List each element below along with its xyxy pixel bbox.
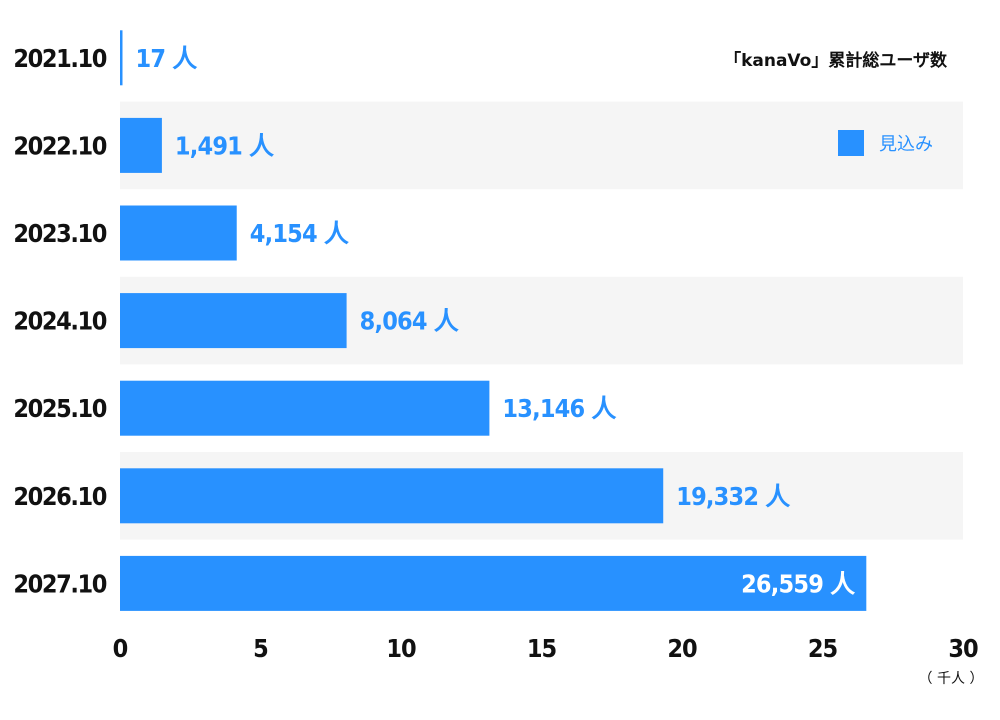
bar xyxy=(120,30,123,86)
bar xyxy=(120,205,237,261)
category-label: 2022.10 xyxy=(13,131,106,160)
x-tick-label: 25 xyxy=(808,634,838,663)
data-label: 13,146 人 xyxy=(502,394,616,423)
row-band xyxy=(120,101,963,190)
bar xyxy=(120,117,162,173)
data-labels: 17 人 1,491 人 4,154 人 8,064 人 13,146 人 19,332 … xyxy=(136,44,856,599)
category-label: 2026.10 xyxy=(13,482,106,511)
x-axis-ticks: 0 5 10 15 20 25 30 xyxy=(113,634,979,663)
bar xyxy=(120,468,664,524)
category-label: 2024.10 xyxy=(13,307,106,336)
data-label: 17 人 xyxy=(136,44,198,73)
bar xyxy=(120,293,347,349)
category-label: 2027.10 xyxy=(13,569,106,598)
x-tick-label: 10 xyxy=(386,634,416,663)
x-tick-label: 30 xyxy=(948,634,978,663)
category-labels: 2021.10 2022.10 2023.10 2024.10 2025.10 2026.… xyxy=(13,44,108,599)
x-axis-unit: （ 千人 ） xyxy=(919,671,984,687)
legend: 見込み xyxy=(838,130,933,156)
legend-swatch xyxy=(838,130,864,156)
bars xyxy=(120,30,867,611)
row-bands xyxy=(120,101,963,540)
legend-label: 見込み xyxy=(879,134,933,155)
x-tick-label: 20 xyxy=(667,634,697,663)
category-label: 2023.10 xyxy=(13,219,106,248)
data-label: 8,064 人 xyxy=(360,307,459,336)
bar xyxy=(120,380,490,436)
data-label: 19,332 人 xyxy=(676,482,790,511)
data-label: 26,559 人 xyxy=(741,569,855,598)
category-label: 2021.10 xyxy=(13,44,106,73)
x-tick-label: 15 xyxy=(527,634,557,663)
data-label: 4,154 人 xyxy=(250,219,349,248)
x-tick-label: 0 xyxy=(113,634,128,663)
data-label: 1,491 人 xyxy=(175,131,274,160)
x-tick-label: 5 xyxy=(253,634,268,663)
category-label: 2025.10 xyxy=(13,394,106,423)
bar xyxy=(120,555,867,611)
chart-title: 「kanaVo」累計総ユーザ数 xyxy=(724,50,948,71)
